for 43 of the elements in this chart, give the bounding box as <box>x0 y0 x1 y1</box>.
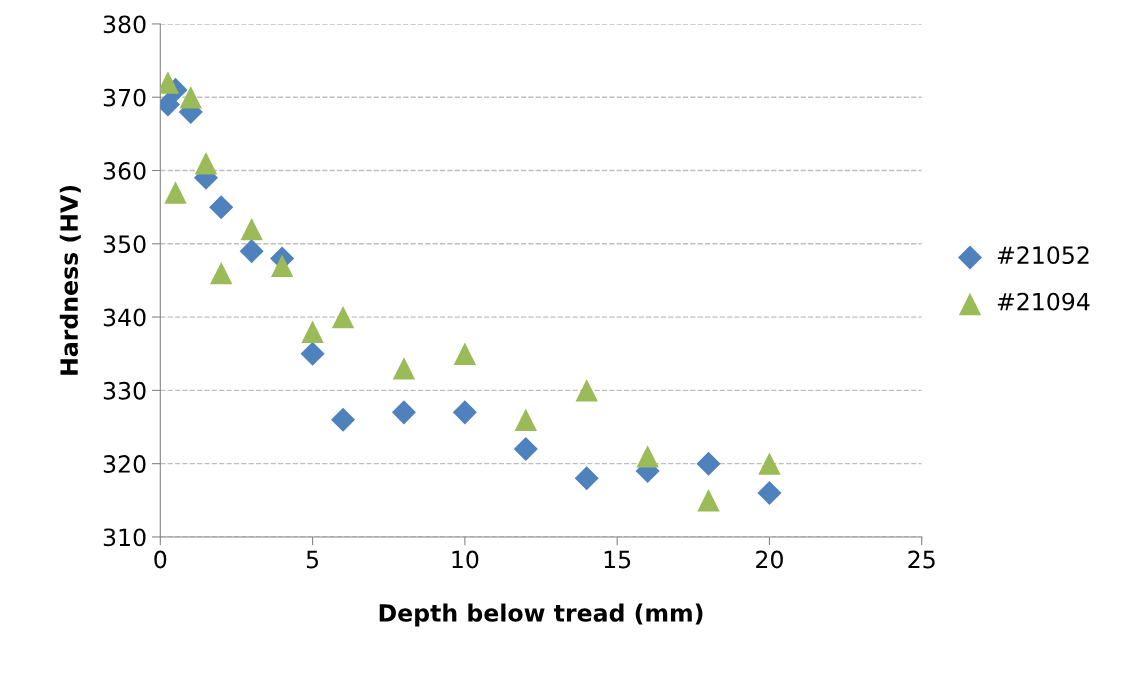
y-tick-label: 380 <box>103 15 146 34</box>
point <box>301 320 324 343</box>
point <box>452 400 477 425</box>
point <box>179 86 202 109</box>
x-tick-label: 20 <box>756 550 783 569</box>
point <box>194 151 218 175</box>
point <box>331 407 356 432</box>
point <box>758 452 781 475</box>
point <box>392 357 416 380</box>
legend-label: #21094 <box>997 292 1090 311</box>
y-tick-label: 340 <box>103 308 146 327</box>
point <box>210 261 233 285</box>
point <box>240 217 263 241</box>
point <box>757 480 782 505</box>
y-tick-label: 350 <box>103 235 146 254</box>
point <box>270 254 294 277</box>
y-tick-label: 330 <box>103 381 146 400</box>
x-tick-label: 25 <box>908 550 935 569</box>
y-tick-label: 310 <box>103 528 146 547</box>
x-tick-label: 10 <box>452 550 479 569</box>
x-tick-label: 15 <box>604 550 631 569</box>
y-tick-label: 320 <box>103 455 146 473</box>
point <box>696 451 721 476</box>
legend-label: #21052 <box>997 246 1089 265</box>
y-tick-label: 360 <box>103 161 146 180</box>
point <box>453 342 477 365</box>
x-tick-label: 0 <box>154 550 167 569</box>
y-axis-title: Hardness (HV) <box>59 185 81 375</box>
point <box>574 466 599 491</box>
point <box>209 195 234 220</box>
point <box>575 379 598 402</box>
x-axis-title: Depth below tread (mm) <box>379 603 703 627</box>
x-tick-label: 5 <box>306 550 319 569</box>
point <box>239 239 264 264</box>
point <box>331 305 355 329</box>
point <box>697 489 720 512</box>
point <box>513 436 538 462</box>
point <box>164 181 187 204</box>
point <box>300 341 325 366</box>
y-tick-label: 370 <box>103 88 146 107</box>
point <box>391 400 416 425</box>
point <box>636 445 659 468</box>
point <box>514 408 537 431</box>
